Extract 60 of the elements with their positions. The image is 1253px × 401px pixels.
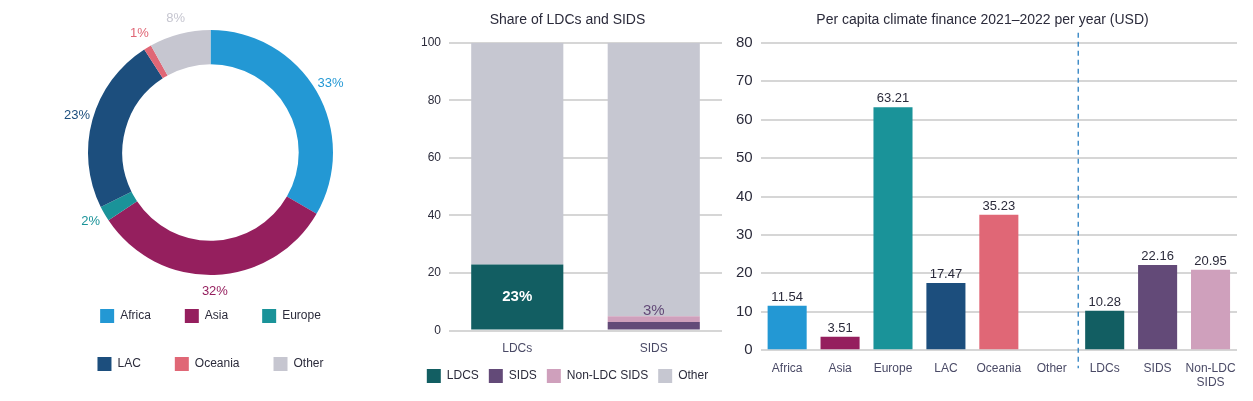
x-tick-label: LDCs [1089,360,1120,375]
data-label: 3% [642,300,665,318]
bar [926,283,966,350]
y-tick-label: 10 [736,301,753,319]
y-tick-label: 40 [427,207,442,222]
bar [820,336,860,350]
x-tick-label: Non-LDC SIDS [1185,360,1236,390]
x-tick-label: LAC [934,360,958,375]
data-label: 22.16 [1141,248,1174,264]
x-tick-label: Oceania [976,360,1022,375]
bar [979,214,1019,350]
data-label: 32% [201,282,229,298]
y-tick-label: 70 [736,71,753,89]
legend-label: Asia [204,308,229,323]
y-tick-label: 0 [744,340,753,358]
y-tick-label: 50 [736,148,753,166]
bar [1138,265,1178,350]
bar [607,316,700,322]
y-tick-label: 30 [736,225,753,243]
y-tick-label: 20 [736,263,753,281]
x-tick-label: Asia [828,360,853,375]
x-tick-label: Africa [771,360,803,375]
data-label: 8% [166,10,186,26]
bar [767,305,807,350]
data-label: 35.23 [982,197,1016,213]
legend-label: Africa [120,308,152,323]
legend-label: Europe [282,308,322,323]
y-tick-label: 60 [427,150,442,165]
y-tick-label: 80 [427,92,442,107]
chart-title: Share of LDCs and SIDS [489,11,646,28]
data-label: 3.51 [827,319,853,335]
y-tick-label: 40 [736,186,753,204]
bar [471,42,564,265]
x-tick-label: SIDS [1143,360,1172,375]
data-label: 11.54 [771,288,803,304]
bar [607,321,700,330]
data-label: 1% [129,25,150,41]
x-tick-label: Europe [873,360,913,375]
chart-title: Per capita climate finance 2021–2022 per year (USD) [816,11,1149,28]
data-label: 63.21 [876,90,910,106]
x-tick-label: LDCs [502,341,533,356]
data-label: 33% [317,74,344,90]
bar [1191,269,1231,350]
legend-label: LDCS [446,368,479,383]
y-tick-label: 0 [434,322,442,337]
data-label: 17.47 [929,266,963,282]
data-label: 23% [502,287,533,305]
bar [873,107,913,350]
bar [607,42,700,317]
data-label: 23% [63,107,91,123]
y-tick-label: 60 [736,109,753,127]
data-label: 20.95 [1194,252,1227,268]
bar [471,264,564,330]
y-tick-label: 100 [420,35,442,50]
y-tick-label: 80 [736,32,753,50]
x-tick-label: Other [1036,360,1067,375]
data-label: 10.28 [1088,293,1121,309]
y-tick-label: 20 [427,265,442,280]
data-label: 2% [81,213,101,229]
bar [1085,310,1125,350]
